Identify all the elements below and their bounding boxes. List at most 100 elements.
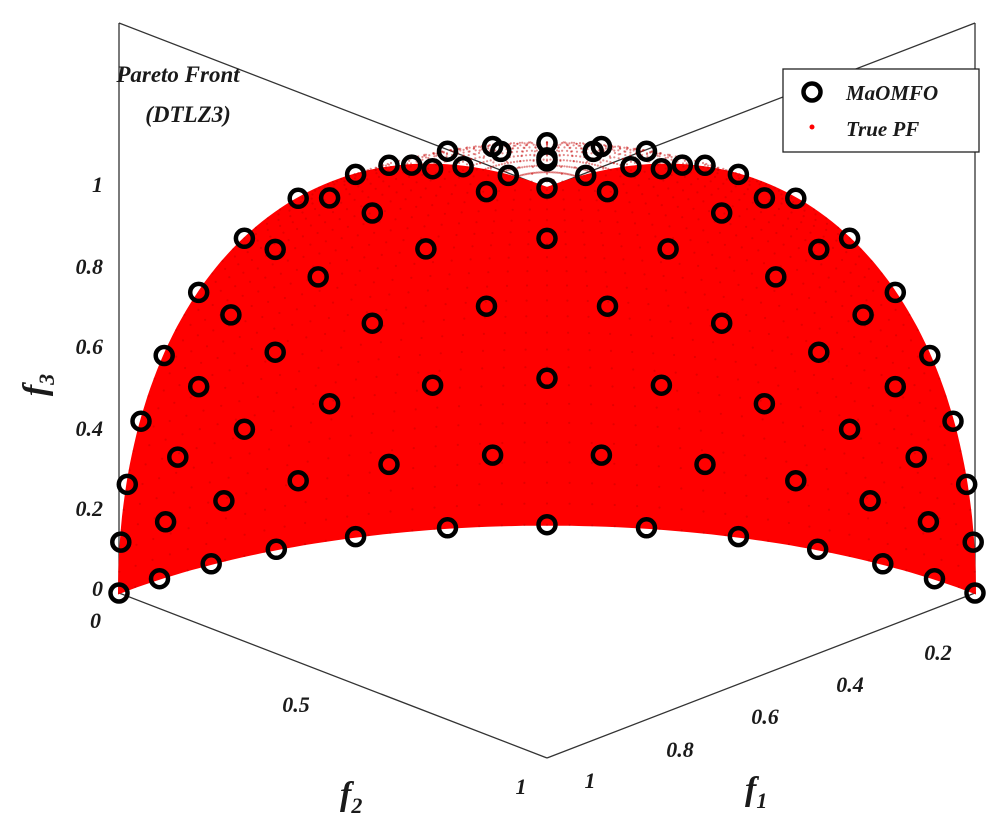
legend-label-maomfo: MaOMFO bbox=[845, 81, 938, 105]
x-tick-3: 0.8 bbox=[666, 737, 694, 762]
maomfo-point-65 bbox=[765, 266, 787, 288]
z-tick-4: 0.2 bbox=[76, 496, 104, 521]
maomfo-point-73 bbox=[753, 392, 776, 415]
tick-labels: 1 0.8 0.6 0.4 0.2 0 0 0.5 1 0.2 0.4 0.6 0.8 1 bbox=[76, 172, 952, 799]
maomfo-point-30 bbox=[361, 202, 384, 224]
maomfo-point-74 bbox=[694, 453, 716, 476]
maomfo-point-69 bbox=[536, 513, 558, 536]
maomfo-point-58 bbox=[657, 238, 679, 260]
maomfo-point-10 bbox=[116, 473, 139, 496]
maomfo-point-29 bbox=[421, 157, 444, 180]
maomfo-points bbox=[108, 132, 986, 604]
maomfo-point-28 bbox=[481, 135, 504, 158]
maomfo-point-41 bbox=[415, 238, 437, 260]
true-pf-surface bbox=[117, 141, 977, 595]
maomfo-point-76 bbox=[919, 344, 941, 367]
maomfo-point-83 bbox=[859, 490, 881, 512]
maomfo-point-25 bbox=[620, 155, 642, 178]
true-pf-fill bbox=[117, 163, 977, 595]
legend-label-true-pf: True PF bbox=[846, 117, 919, 141]
maomfo-point-68 bbox=[590, 444, 613, 466]
maomfo-point-81 bbox=[942, 410, 964, 432]
maomfo-point-42 bbox=[361, 312, 384, 334]
maomfo-point-75 bbox=[635, 517, 658, 539]
maomfo-point-86 bbox=[917, 511, 940, 533]
z-tick-2: 0.6 bbox=[76, 334, 104, 359]
maomfo-point-21 bbox=[187, 375, 210, 398]
maomfo-point-23 bbox=[154, 511, 177, 533]
maomfo-point-4 bbox=[344, 163, 367, 186]
maomfo-point-90 bbox=[964, 582, 986, 604]
maomfo-point-33 bbox=[233, 418, 256, 440]
maomfo-point-18 bbox=[318, 187, 341, 209]
maomfo-point-64 bbox=[808, 238, 830, 261]
maomfo-point-87 bbox=[872, 553, 894, 575]
maomfo-point-35 bbox=[200, 553, 222, 575]
maomfo-point-1 bbox=[497, 164, 520, 187]
maomfo-point-66 bbox=[710, 312, 733, 334]
maomfo-point-17 bbox=[378, 154, 400, 177]
x-axis-label: f1 bbox=[745, 771, 767, 813]
maomfo-point-24 bbox=[148, 567, 171, 590]
maomfo-point-57 bbox=[710, 202, 733, 224]
maomfo-point-9 bbox=[130, 410, 152, 432]
y-tick-0: 0 bbox=[90, 608, 101, 633]
z-tick-3: 0.4 bbox=[76, 416, 104, 441]
maomfo-point-6 bbox=[233, 227, 256, 250]
maomfo-point-16 bbox=[436, 140, 459, 162]
maomfo-point-5 bbox=[287, 187, 309, 210]
maomfo-point-56 bbox=[753, 187, 776, 209]
chart-title-line1: Pareto Front bbox=[115, 62, 240, 87]
chart-title-line2: (DTLZ3) bbox=[145, 102, 231, 127]
maomfo-point-36 bbox=[671, 154, 694, 176]
maomfo-point-52 bbox=[421, 374, 444, 396]
maomfo-point-37 bbox=[635, 140, 658, 162]
y-axis-label: f2 bbox=[340, 776, 362, 818]
maomfo-point-32 bbox=[264, 341, 286, 363]
maomfo-point-79 bbox=[785, 469, 807, 492]
maomfo-point-13 bbox=[574, 164, 597, 187]
frame-edge-5 bbox=[546, 592, 976, 759]
maomfo-point-7 bbox=[187, 281, 210, 304]
maomfo-point-3 bbox=[400, 154, 423, 176]
maomfo-point-67 bbox=[650, 374, 673, 396]
frame-edge-2 bbox=[546, 22, 976, 189]
maomfo-point-11 bbox=[110, 531, 132, 553]
maomfo-point-46 bbox=[727, 163, 750, 186]
maomfo-point-62 bbox=[436, 517, 459, 539]
z-tick-0: 1 bbox=[92, 172, 103, 197]
x-tick-2: 0.6 bbox=[751, 704, 779, 729]
maomfo-point-2 bbox=[452, 155, 474, 178]
maomfo-point-70 bbox=[884, 281, 907, 304]
maomfo-point-54 bbox=[344, 525, 367, 548]
maomfo-point-84 bbox=[806, 538, 829, 561]
frame-edge-4 bbox=[118, 592, 548, 759]
maomfo-point-72 bbox=[808, 341, 830, 363]
maomfo-point-77 bbox=[884, 375, 907, 398]
x-tick-1: 0.4 bbox=[836, 672, 864, 697]
maomfo-point-34 bbox=[213, 490, 235, 512]
maomfo-point-61 bbox=[481, 444, 504, 466]
maomfo-point-40 bbox=[475, 180, 498, 203]
maomfo-point-38 bbox=[590, 135, 613, 158]
maomfo-point-71 bbox=[852, 304, 874, 326]
maomfo-point-82 bbox=[905, 446, 927, 468]
z-axis-label: f3 bbox=[17, 374, 59, 396]
x-tick-0: 0.2 bbox=[924, 640, 952, 665]
maomfo-point-39 bbox=[536, 147, 558, 169]
axes-frame bbox=[118, 22, 976, 759]
maomfo-point-51 bbox=[475, 295, 498, 317]
svg-text:f3: f3 bbox=[17, 374, 59, 396]
z-tick-1: 0.8 bbox=[76, 254, 104, 279]
maomfo-point-50 bbox=[536, 227, 558, 250]
maomfo-point-44 bbox=[287, 469, 309, 492]
z-tick-5: 0 bbox=[92, 576, 103, 601]
maomfo-point-49 bbox=[596, 180, 619, 203]
maomfo-point-48 bbox=[650, 157, 673, 180]
maomfo-point-0 bbox=[536, 177, 558, 199]
maomfo-point-55 bbox=[785, 187, 807, 210]
maomfo-point-60 bbox=[536, 367, 558, 390]
maomfo-point-88 bbox=[962, 531, 984, 553]
maomfo-point-59 bbox=[596, 295, 619, 317]
